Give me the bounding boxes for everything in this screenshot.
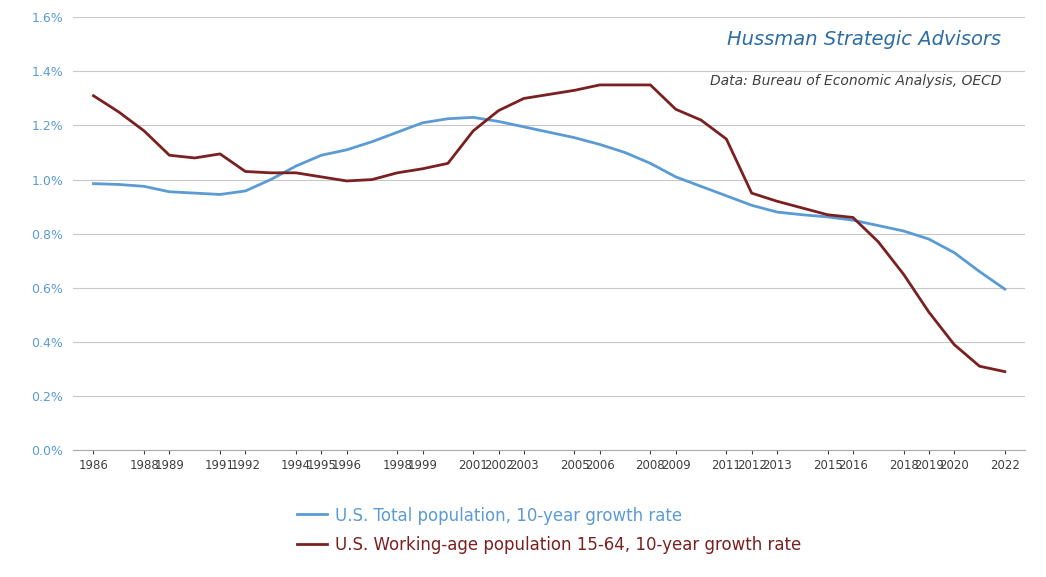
U.S. Working-age population 15-64, 10-year growth rate xyxy=(113,108,126,115)
U.S. Working-age population 15-64, 10-year growth rate xyxy=(315,174,327,181)
U.S. Working-age population 15-64, 10-year growth rate xyxy=(441,160,454,167)
U.S. Total population, 10-year growth rate xyxy=(416,119,429,126)
U.S. Total population, 10-year growth rate xyxy=(240,188,252,194)
U.S. Total population, 10-year growth rate xyxy=(923,235,935,242)
U.S. Total population, 10-year growth rate xyxy=(771,209,783,216)
U.S. Working-age population 15-64, 10-year growth rate xyxy=(846,214,859,221)
U.S. Working-age population 15-64, 10-year growth rate xyxy=(138,128,151,134)
U.S. Total population, 10-year growth rate xyxy=(897,227,910,234)
U.S. Working-age population 15-64, 10-year growth rate xyxy=(999,368,1011,375)
U.S. Working-age population 15-64, 10-year growth rate xyxy=(265,170,277,177)
Text: Hussman Strategic Advisors: Hussman Strategic Advisors xyxy=(727,31,1001,49)
U.S. Working-age population 15-64, 10-year growth rate xyxy=(695,117,707,123)
U.S. Working-age population 15-64, 10-year growth rate xyxy=(720,136,732,143)
U.S. Total population, 10-year growth rate xyxy=(999,286,1011,293)
U.S. Working-age population 15-64, 10-year growth rate xyxy=(391,170,404,177)
U.S. Total population, 10-year growth rate xyxy=(391,129,404,136)
Line: U.S. Working-age population 15-64, 10-year growth rate: U.S. Working-age population 15-64, 10-ye… xyxy=(93,85,1005,372)
U.S. Total population, 10-year growth rate xyxy=(366,138,379,145)
U.S. Total population, 10-year growth rate xyxy=(821,213,834,220)
U.S. Total population, 10-year growth rate xyxy=(493,118,505,125)
U.S. Working-age population 15-64, 10-year growth rate xyxy=(543,91,555,98)
U.S. Total population, 10-year growth rate xyxy=(163,188,176,195)
U.S. Working-age population 15-64, 10-year growth rate xyxy=(163,152,176,159)
U.S. Working-age population 15-64, 10-year growth rate xyxy=(87,92,99,99)
U.S. Total population, 10-year growth rate xyxy=(213,191,226,198)
U.S. Working-age population 15-64, 10-year growth rate xyxy=(213,151,226,158)
U.S. Working-age population 15-64, 10-year growth rate xyxy=(644,81,657,88)
U.S. Working-age population 15-64, 10-year growth rate xyxy=(593,81,606,88)
U.S. Working-age population 15-64, 10-year growth rate xyxy=(340,178,353,185)
U.S. Total population, 10-year growth rate xyxy=(467,114,479,121)
U.S. Working-age population 15-64, 10-year growth rate xyxy=(923,309,935,316)
U.S. Working-age population 15-64, 10-year growth rate xyxy=(493,107,505,114)
U.S. Total population, 10-year growth rate xyxy=(113,181,126,188)
U.S. Working-age population 15-64, 10-year growth rate xyxy=(240,168,252,175)
U.S. Working-age population 15-64, 10-year growth rate xyxy=(619,81,632,88)
U.S. Working-age population 15-64, 10-year growth rate xyxy=(669,106,682,113)
U.S. Total population, 10-year growth rate xyxy=(796,211,809,218)
U.S. Total population, 10-year growth rate xyxy=(948,249,960,256)
U.S. Working-age population 15-64, 10-year growth rate xyxy=(872,238,885,245)
U.S. Total population, 10-year growth rate xyxy=(568,134,581,141)
U.S. Working-age population 15-64, 10-year growth rate xyxy=(366,176,379,183)
U.S. Total population, 10-year growth rate xyxy=(340,147,353,153)
U.S. Working-age population 15-64, 10-year growth rate xyxy=(416,166,429,173)
U.S. Total population, 10-year growth rate xyxy=(846,217,859,224)
U.S. Working-age population 15-64, 10-year growth rate xyxy=(188,155,201,162)
U.S. Total population, 10-year growth rate xyxy=(695,183,707,190)
U.S. Working-age population 15-64, 10-year growth rate xyxy=(771,198,783,205)
U.S. Total population, 10-year growth rate xyxy=(973,268,985,275)
U.S. Working-age population 15-64, 10-year growth rate xyxy=(821,211,834,218)
Text: Data: Bureau of Economic Analysis, OECD: Data: Bureau of Economic Analysis, OECD xyxy=(710,74,1001,88)
U.S. Total population, 10-year growth rate xyxy=(720,192,732,199)
Line: U.S. Total population, 10-year growth rate: U.S. Total population, 10-year growth ra… xyxy=(93,117,1005,289)
U.S. Total population, 10-year growth rate xyxy=(518,123,530,130)
U.S. Total population, 10-year growth rate xyxy=(265,176,277,183)
U.S. Total population, 10-year growth rate xyxy=(619,149,632,156)
U.S. Working-age population 15-64, 10-year growth rate xyxy=(518,95,530,102)
U.S. Total population, 10-year growth rate xyxy=(593,141,606,148)
U.S. Total population, 10-year growth rate xyxy=(441,115,454,122)
U.S. Total population, 10-year growth rate xyxy=(138,183,151,190)
U.S. Total population, 10-year growth rate xyxy=(543,129,555,136)
U.S. Total population, 10-year growth rate xyxy=(290,163,302,170)
U.S. Total population, 10-year growth rate xyxy=(746,202,758,209)
U.S. Total population, 10-year growth rate xyxy=(872,222,885,229)
U.S. Total population, 10-year growth rate xyxy=(669,174,682,181)
Legend: U.S. Total population, 10-year growth rate, U.S. Working-age population 15-64, 1: U.S. Total population, 10-year growth ra… xyxy=(297,507,801,554)
U.S. Working-age population 15-64, 10-year growth rate xyxy=(897,271,910,278)
U.S. Working-age population 15-64, 10-year growth rate xyxy=(973,363,985,370)
U.S. Working-age population 15-64, 10-year growth rate xyxy=(796,204,809,211)
U.S. Total population, 10-year growth rate xyxy=(644,160,657,167)
U.S. Working-age population 15-64, 10-year growth rate xyxy=(568,87,581,94)
U.S. Working-age population 15-64, 10-year growth rate xyxy=(948,341,960,348)
U.S. Working-age population 15-64, 10-year growth rate xyxy=(746,190,758,197)
U.S. Total population, 10-year growth rate xyxy=(87,180,99,187)
U.S. Total population, 10-year growth rate xyxy=(188,190,201,197)
U.S. Total population, 10-year growth rate xyxy=(315,152,327,159)
U.S. Working-age population 15-64, 10-year growth rate xyxy=(467,128,479,134)
U.S. Working-age population 15-64, 10-year growth rate xyxy=(290,170,302,177)
